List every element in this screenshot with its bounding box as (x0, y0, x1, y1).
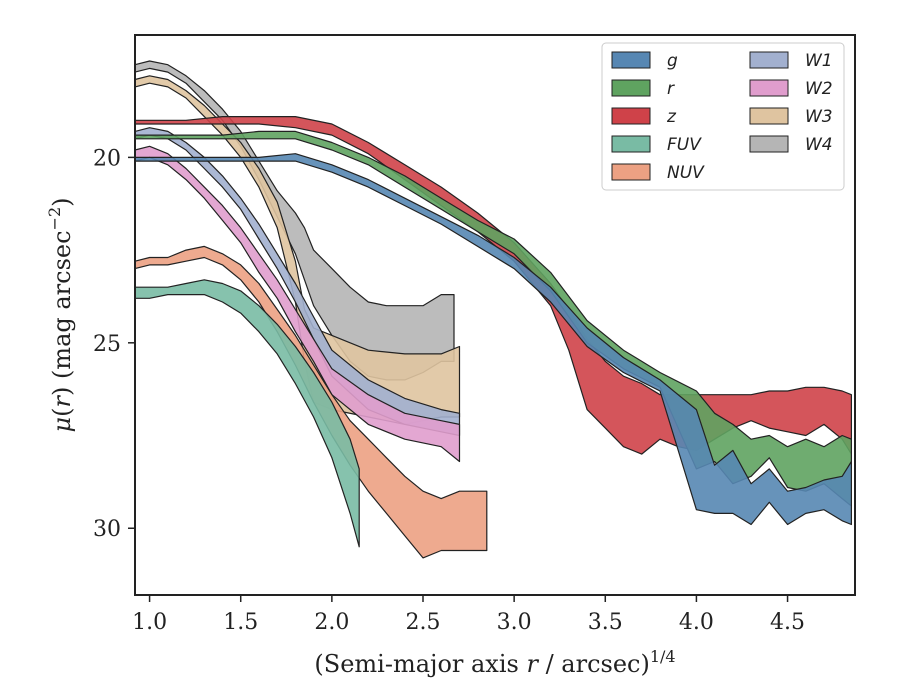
x-axis-title: (Semi-major axis r / arcsec)1/4 (314, 647, 675, 678)
band-w4 (134, 60, 455, 381)
x-axis: 1.0 1.5 2.0 2.5 3.0 3.5 4.0 4.5 (132, 595, 805, 635)
x-tick-label: 4.0 (679, 610, 714, 635)
x-tick-label: 2.5 (406, 610, 441, 635)
plot-frame (134, 34, 856, 596)
x-tick-label: 2.0 (314, 610, 349, 635)
legend-label-g: g (667, 51, 678, 71)
legend-swatch-fuv (611, 135, 651, 153)
legend-swatch-r (611, 79, 651, 97)
legend-swatch-g (611, 51, 651, 69)
legend-label-r: r (667, 79, 675, 99)
legend-label-fuv: FUV (667, 135, 702, 155)
legend: grz FUV NUV W1 W2 W3 W4 (601, 42, 845, 191)
legend-swatch-w2 (749, 79, 789, 97)
y-tick-label: 30 (93, 517, 121, 542)
legend-swatch-w3 (749, 107, 789, 125)
band-nuv (134, 245, 488, 559)
series-bands (134, 60, 852, 559)
x-tick-label: 3.0 (497, 610, 532, 635)
x-tick-label: 1.5 (223, 610, 258, 635)
y-axis: 20 25 30 (93, 146, 135, 542)
band-fuv (134, 279, 360, 548)
legend-label-w3: W3 (805, 107, 833, 127)
legend-label-w4: W4 (805, 135, 833, 155)
y-tick-label: 25 (93, 332, 121, 357)
legend-swatch-w1 (749, 51, 789, 69)
legend-swatch-z (611, 107, 651, 125)
legend-swatch-nuv (611, 163, 651, 181)
y-tick-label: 20 (93, 146, 121, 171)
x-tick-label: 3.5 (588, 610, 623, 635)
band-w2 (134, 145, 461, 463)
x-tick-label: 1.0 (132, 610, 167, 635)
legend-swatch-w4 (749, 135, 789, 153)
y-axis-title: μ(r) (mag arcsec−2) (45, 197, 76, 432)
legend-label-z: z (666, 107, 677, 127)
legend-label-nuv: NUV (667, 163, 705, 183)
band-g (134, 153, 852, 526)
x-tick-label: 4.5 (770, 610, 805, 635)
legend-label-w1: W1 (805, 51, 833, 71)
legend-label-w2: W2 (805, 79, 833, 99)
